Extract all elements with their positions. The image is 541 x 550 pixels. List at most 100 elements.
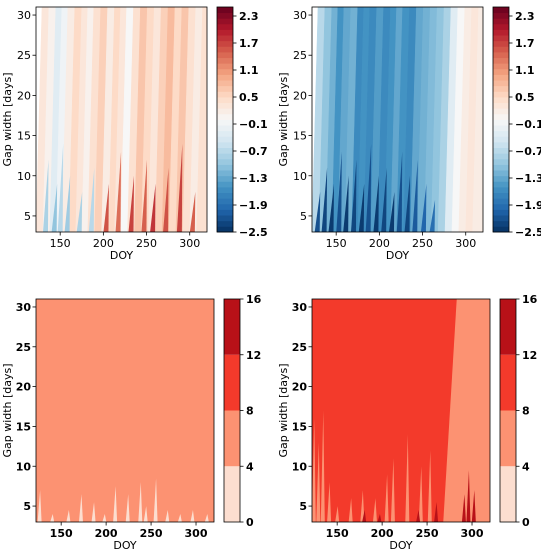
heatmap-streak	[336, 151, 342, 232]
colorbar-segment	[217, 18, 233, 25]
heatmap-spike	[177, 514, 182, 522]
colorbar-tick-label: −2.5	[515, 226, 541, 239]
colorbar-segment	[217, 74, 233, 81]
heatmap-column	[437, 7, 452, 232]
colorbar-tick-label: 16	[522, 293, 538, 306]
colorbar-segment	[493, 158, 509, 165]
colorbar-segment	[217, 63, 233, 70]
x-tick-label: 250	[136, 237, 157, 250]
y-tick-label: 15	[292, 420, 307, 433]
colorbar-segment	[493, 119, 509, 126]
colorbar-segment	[217, 175, 233, 182]
heatmap-column	[42, 7, 57, 232]
heatmap-spike	[125, 494, 130, 522]
heatmap-spike	[165, 510, 170, 522]
heatmap-spike	[418, 466, 423, 522]
colorbar-segment	[224, 410, 240, 467]
heatmap-streak	[321, 167, 328, 232]
heatmap-spike	[327, 482, 332, 522]
x-tick-label: 200	[371, 527, 394, 540]
colorbar-segment	[493, 153, 509, 160]
colorbar: 2.3 1.7 1.1 0.5 −0.1 −0.7 −1.3 −1.9 −2.5	[492, 6, 541, 239]
colorbar-segment	[217, 80, 233, 87]
colorbar-segment	[493, 7, 509, 14]
heatmap-streak	[76, 191, 83, 232]
heatmap-column	[444, 7, 459, 232]
y-tick-label: 5	[299, 500, 307, 513]
heatmap-spike	[372, 498, 377, 522]
heatmap-streak	[88, 167, 95, 232]
heatmap-column	[357, 7, 371, 232]
colorbar-segment	[217, 102, 233, 109]
x-tick-label: 300	[179, 237, 200, 250]
heatmap-streak	[404, 175, 410, 232]
heatmap-spike	[405, 434, 410, 522]
colorbar-segment	[493, 85, 509, 92]
heatmap-spike	[416, 510, 421, 522]
colorbar-tick-label: −0.7	[239, 145, 268, 158]
heatmap-spike	[348, 498, 353, 522]
heatmap-column	[417, 7, 431, 232]
colorbar-segment	[217, 142, 233, 149]
heatmap-streak	[388, 191, 395, 232]
heatmap-spike	[312, 418, 316, 522]
colorbar-segment	[217, 158, 233, 165]
colorbar-segment	[500, 299, 516, 355]
y-tick-label: 20	[293, 89, 307, 102]
colorbar-segment	[493, 164, 509, 171]
colorbar-tick-label: 1.7	[239, 37, 259, 50]
colorbar-segment	[493, 175, 509, 182]
colorbar-tick-label: 0	[246, 516, 254, 529]
heatmap-column	[410, 7, 424, 232]
colorbar-segment	[493, 18, 509, 25]
y-tick-label: 20	[16, 381, 32, 394]
colorbar-tick-label: 12	[246, 349, 261, 362]
heatmap-spike	[153, 478, 158, 522]
colorbar-segment	[493, 35, 509, 42]
colorbar-segment	[493, 74, 509, 81]
heatmap-column	[127, 7, 141, 232]
axes-frame	[311, 298, 491, 523]
colorbar-segment	[217, 125, 233, 132]
colorbar-segment	[217, 35, 233, 42]
y-axis-label: Gap width [days]	[1, 72, 14, 166]
heatmap-column	[430, 7, 445, 232]
heatmap-column	[68, 7, 82, 232]
heatmap-column	[49, 7, 63, 232]
heatmap-spike	[362, 510, 367, 522]
colorbar-segment	[493, 29, 509, 36]
heatmap-streak	[365, 143, 372, 232]
x-tick-label: 200	[95, 527, 118, 540]
colorbar-segment	[217, 97, 233, 104]
heatmap-column	[36, 7, 50, 232]
axes-frame	[311, 6, 484, 233]
heatmap-streak	[412, 159, 418, 232]
colorbar-segment	[217, 52, 233, 59]
colorbar-tick-label: 0.5	[239, 91, 259, 104]
colorbar-segment	[217, 12, 233, 19]
y-tick-label: 5	[23, 500, 31, 513]
heatmap-spike	[78, 494, 83, 522]
heatmap-streak	[103, 183, 109, 232]
heatmap-spike	[320, 410, 325, 522]
y-tick-label: 15	[16, 420, 31, 433]
x-axis-label: DOY	[389, 539, 413, 550]
heatmap-column	[134, 7, 148, 232]
colorbar-segment	[217, 136, 233, 143]
axes-frame	[35, 6, 208, 233]
heatmap-spike	[190, 510, 195, 522]
heatmap-streak	[420, 183, 427, 232]
colorbar-segment	[493, 108, 509, 115]
heatmap-column	[55, 7, 69, 232]
x-tick-label: 150	[50, 237, 71, 250]
y-axis-label: Gap width [days]	[277, 363, 290, 457]
colorbar-segment	[493, 226, 509, 233]
heatmap-streak	[141, 159, 147, 232]
heatmap-spike	[390, 458, 395, 522]
y-tick-label: 10	[293, 170, 307, 183]
colorbar-tick-label: −1.3	[515, 172, 541, 185]
colorbar-segment	[217, 7, 233, 14]
heatmap-column	[120, 7, 134, 232]
panel-top-left: 150 200 250 300 5 10 15 20 25 30 DOY Gap width [day…	[1, 6, 268, 262]
